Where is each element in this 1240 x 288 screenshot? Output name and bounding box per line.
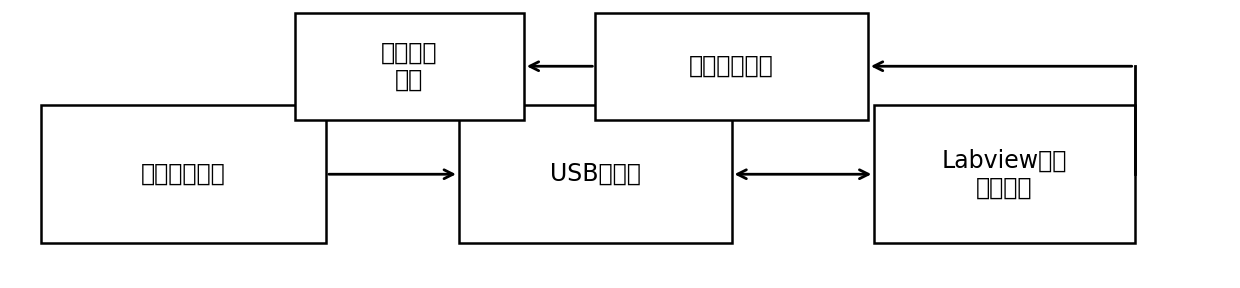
Text: Labview数据
采集单元: Labview数据 采集单元 <box>941 148 1068 200</box>
Text: 数据滤波单元: 数据滤波单元 <box>689 54 774 78</box>
Text: 数据存储
单元: 数据存储 单元 <box>381 40 438 92</box>
Bar <box>874 105 1135 243</box>
Bar <box>459 105 732 243</box>
Text: 硬件滤波电路: 硬件滤波电路 <box>141 162 226 186</box>
Bar <box>41 105 326 243</box>
Bar <box>595 13 868 120</box>
Text: USB采集卡: USB采集卡 <box>549 162 641 186</box>
Bar <box>295 13 523 120</box>
